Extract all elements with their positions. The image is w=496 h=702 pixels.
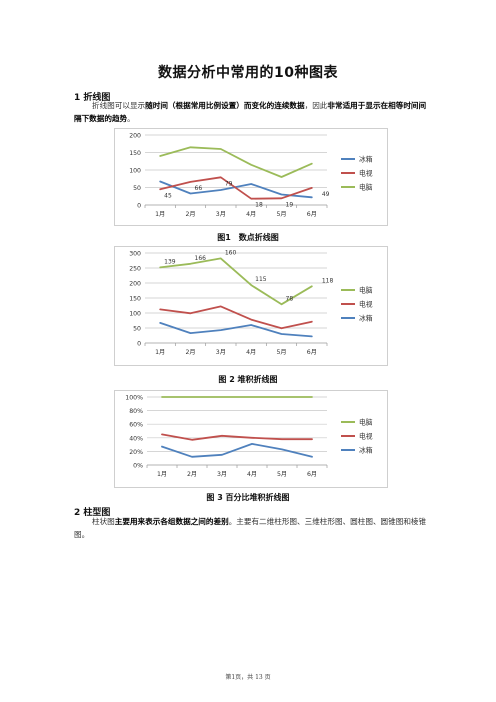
y-tick-label: 200	[129, 133, 141, 140]
series-line	[161, 433, 313, 441]
y-tick-label: 50	[133, 326, 141, 333]
caption-1: 图1 数点折线图	[217, 233, 279, 242]
x-tick-label: 4月	[246, 349, 256, 356]
x-tick-label: 5月	[276, 349, 286, 356]
para1-bold-d: 非常适用于显示在相等时间间隔下数据的趋势	[74, 101, 427, 123]
y-tick-label: 150	[129, 150, 141, 157]
para2-text-c: 。主要有二维柱形图、三维柱形图、圆柱图、圆锥图和棱锥图。	[74, 517, 427, 539]
x-tick-label: 5月	[276, 211, 286, 218]
x-tick-label: 1月	[157, 471, 167, 478]
chart-2-frame: 0 50 100 150 200 250 300 1月 2月 3月 4月 5月 6月 139 166 160 1…	[114, 246, 388, 366]
series-line	[159, 305, 313, 330]
y-tick-label: 0%	[133, 463, 143, 470]
y-tick-label: 100%	[125, 395, 143, 402]
x-tick-label: 2月	[185, 349, 195, 356]
para2-text-a: 柱状图	[92, 517, 115, 526]
document-title: 数据分析中常用的10种图表	[158, 65, 338, 81]
series-line	[161, 443, 313, 458]
data-label: 139	[164, 258, 176, 265]
legend-label: 冰箱	[359, 446, 373, 455]
y-tick-label: 300	[129, 251, 141, 258]
series-line	[159, 322, 313, 338]
series-line	[159, 146, 313, 178]
y-tick-label: 40%	[129, 435, 143, 442]
x-tick-label: 6月	[307, 211, 317, 218]
caption-2: 图 2 堆积折线图	[218, 375, 278, 384]
data-label: 166	[195, 255, 207, 262]
x-tick-label: 6月	[307, 471, 317, 478]
para1-text-c: ，因此	[304, 101, 328, 110]
chart-3-frame: 0% 20% 40% 60% 80% 100% 1月 2月 3月 4月 5月 6月 电脑电视冰箱	[114, 390, 388, 488]
legend-label: 电脑	[359, 286, 373, 295]
y-tick-label: 100	[129, 168, 141, 175]
para1-text-a: 折线图可以显示	[92, 101, 146, 110]
data-label: 115	[255, 276, 267, 283]
x-tick-label: 5月	[277, 471, 287, 478]
x-tick-label: 4月	[247, 471, 257, 478]
section1-heading: 1 折线图	[74, 93, 111, 103]
y-tick-label: 100	[129, 311, 141, 318]
x-tick-label: 2月	[185, 211, 195, 218]
legend-label: 电脑	[359, 418, 373, 427]
data-label: 118	[322, 277, 334, 284]
x-tick-label: 3月	[216, 211, 226, 218]
x-tick-label: 3月	[217, 471, 227, 478]
legend-label: 电视	[359, 169, 373, 178]
chart-1-frame: 0 50 100 150 200 1月 2月 3月 4月 5月 6月 45 66 79 18 19 49 冰箱电视…	[114, 128, 388, 226]
y-tick-label: 200	[129, 281, 141, 288]
y-tick-label: 60%	[129, 422, 143, 429]
series-line	[159, 257, 313, 306]
y-tick-label: 0	[137, 203, 141, 210]
x-tick-label: 1月	[155, 349, 165, 356]
para1-text-e: 。	[127, 113, 135, 123]
para2-bold-b: 主要用来表示各组数据之间的差别	[114, 517, 229, 526]
data-label: 19	[286, 201, 294, 208]
x-tick-label: 2月	[187, 471, 197, 478]
y-tick-label: 0	[137, 341, 141, 348]
section1-paragraph: 折线图可以显示随时间（根据常用比例设置）而变化的连续数据，因此非常适用于显示在相…	[74, 100, 430, 125]
legend-label: 冰箱	[359, 314, 373, 323]
legend-label: 电视	[359, 300, 373, 309]
data-label: 45	[164, 192, 172, 199]
x-tick-label: 4月	[246, 211, 256, 218]
series-line	[159, 176, 313, 200]
legend-label: 电脑	[359, 183, 373, 192]
chart-2-svg: 0 50 100 150 200 250 300 1月 2月 3月 4月 5月 6月 139 166 160 1…	[129, 249, 373, 356]
chart-1-svg: 0 50 100 150 200 1月 2月 3月 4月 5月 6月 45 66 79 18 19 49 冰箱电视…	[129, 133, 373, 219]
section2-paragraph: 柱状图主要用来表示各组数据之间的差别。主要有二维柱形图、三维柱形图、圆柱图、圆锥…	[74, 516, 430, 541]
para1-bold-b: 随时间（根据常用比例设置）而变化的连续数据	[145, 101, 305, 110]
data-label: 18	[255, 202, 263, 209]
caption-3: 图 3 百分比堆积折线图	[206, 493, 290, 502]
y-tick-label: 250	[129, 266, 141, 273]
data-label: 66	[195, 185, 203, 192]
y-tick-label: 50	[133, 185, 141, 192]
data-label: 160	[225, 249, 237, 256]
x-tick-label: 6月	[307, 349, 317, 356]
page-footer: 第1页，共 13 页	[225, 674, 271, 681]
section2-heading: 2 柱型图	[74, 508, 111, 518]
legend-label: 电视	[359, 432, 373, 441]
legend-label: 冰箱	[359, 155, 373, 164]
y-tick-label: 80%	[129, 408, 143, 415]
x-tick-label: 3月	[216, 349, 226, 356]
x-tick-label: 1月	[155, 211, 165, 218]
data-label: 78	[286, 295, 294, 302]
y-tick-label: 20%	[129, 449, 143, 456]
data-label: 79	[225, 180, 233, 187]
data-label: 49	[322, 191, 330, 198]
y-tick-label: 150	[129, 296, 141, 303]
